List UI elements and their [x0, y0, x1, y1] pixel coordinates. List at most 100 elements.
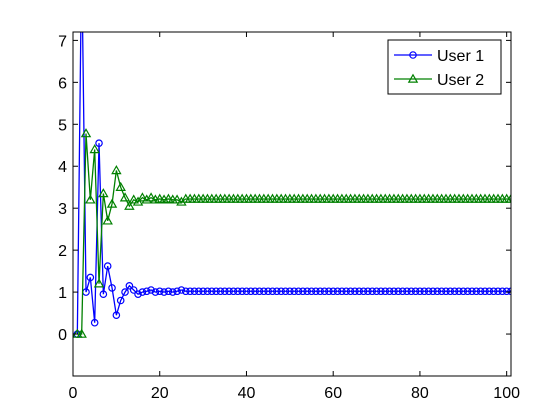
data-point [299, 287, 307, 296]
data-point [398, 287, 407, 296]
data-point [472, 287, 481, 296]
data-point [99, 290, 108, 298]
data-point [442, 287, 450, 296]
data-point [338, 287, 346, 296]
data-point [359, 287, 368, 296]
data-point [181, 287, 190, 296]
legend-label: User 2 [437, 72, 484, 89]
data-point [138, 288, 147, 296]
data-point [394, 287, 403, 296]
data-point [125, 282, 134, 290]
data-point [459, 287, 468, 296]
data-point [111, 165, 122, 175]
data-point [333, 287, 342, 296]
data-point [247, 287, 255, 296]
legend-box [387, 39, 502, 95]
data-point [364, 287, 372, 296]
data-point [85, 194, 96, 204]
data-point [233, 287, 242, 296]
data-point [251, 287, 259, 296]
data-point [342, 287, 351, 296]
data-point [116, 296, 125, 305]
data-point [90, 318, 99, 327]
data-point [186, 287, 194, 296]
data-point [403, 287, 411, 296]
data-point [173, 287, 181, 296]
data-point [102, 215, 113, 225]
data-point [424, 287, 433, 296]
y-tick-label: 4 [58, 159, 67, 176]
data-point [346, 287, 355, 296]
data-point [147, 286, 155, 294]
data-point [176, 196, 187, 206]
y-tick-label: 0 [58, 327, 67, 344]
plot-frame [72, 31, 512, 377]
data-point [207, 287, 216, 296]
data-point [199, 287, 207, 296]
data-point [407, 73, 419, 83]
data-point [98, 188, 109, 198]
data-point [95, 139, 103, 147]
data-point [505, 193, 511, 203]
data-point [108, 284, 116, 292]
series-layer [73, 32, 511, 338]
data-point [455, 287, 463, 296]
data-point [220, 287, 229, 296]
data-point [216, 287, 225, 296]
data-point [485, 287, 494, 296]
data-point [429, 287, 437, 296]
legend-label: User 1 [437, 48, 484, 65]
data-point [168, 288, 177, 296]
data-point [121, 288, 129, 296]
data-point [264, 287, 272, 296]
x-tick-label: 0 [69, 385, 78, 402]
data-point [368, 287, 377, 296]
data-point [416, 287, 424, 296]
data-point [260, 287, 268, 296]
data-point [494, 287, 502, 296]
data-point [212, 287, 220, 296]
x-tick-label: 60 [324, 385, 342, 402]
legend: User 1 User 2 [387, 39, 502, 95]
data-point [171, 194, 183, 204]
data-point [463, 287, 472, 296]
data-point [115, 181, 126, 191]
axis-layer: 0 20 40 60 80 100 0 1 2 3 4 5 6 7 [58, 32, 520, 402]
data-point [407, 287, 416, 296]
x-tick-label: 20 [151, 385, 169, 402]
data-point [177, 286, 186, 294]
data-point [498, 287, 507, 296]
data-point [286, 287, 294, 296]
data-point [385, 287, 394, 296]
data-point [225, 287, 233, 296]
data-point [145, 192, 157, 202]
data-point [476, 287, 485, 296]
data-point [381, 287, 390, 296]
data-point [325, 287, 333, 296]
data-point [112, 311, 121, 319]
data-point [142, 287, 151, 296]
data-point [160, 288, 168, 296]
data-point [190, 287, 199, 296]
data-point [86, 273, 95, 282]
series-2 [73, 128, 511, 338]
data-point [106, 198, 118, 208]
x-tick-label: 40 [238, 385, 256, 402]
data-point [377, 287, 385, 296]
y-tick-label: 7 [58, 33, 67, 50]
data-point [390, 287, 398, 296]
y-tick-label: 5 [58, 117, 67, 134]
data-point [255, 287, 264, 296]
data-point [238, 287, 246, 296]
data-point [128, 194, 139, 204]
data-point [119, 192, 131, 202]
y-tick-label: 1 [58, 285, 67, 302]
data-point [433, 287, 442, 296]
data-point [411, 287, 420, 296]
data-point [281, 287, 290, 296]
data-point [164, 287, 173, 296]
data-point [89, 144, 100, 154]
data-point [290, 287, 298, 296]
data-point [409, 51, 417, 59]
